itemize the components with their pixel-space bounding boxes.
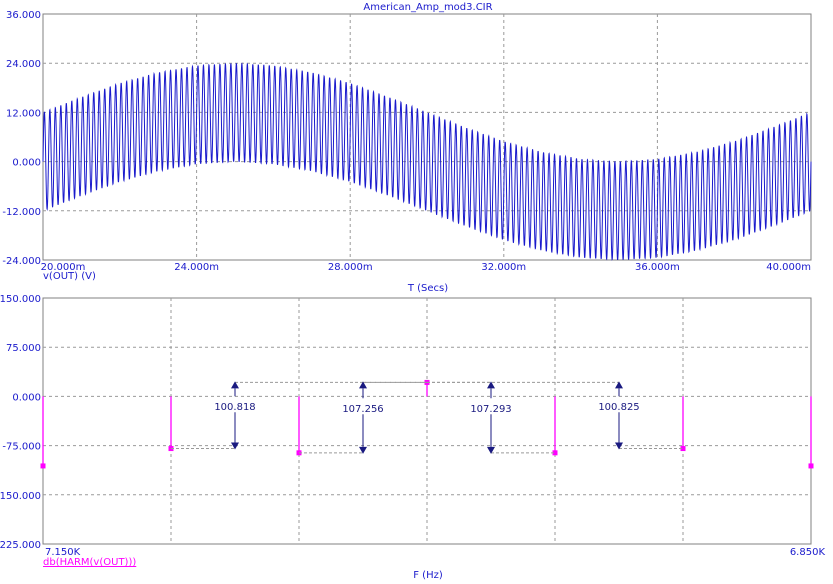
arrow-head-up — [487, 381, 495, 389]
time-domain-chart: American_Amp_mod3.CIR 36.000 24.000 12.000… — [2, 2, 812, 294]
chart-title: American_Amp_mod3.CIR — [363, 2, 492, 13]
difference-markers: 100.818 107.256 107.293 100.825 — [171, 381, 683, 454]
x-tick-label: 40.000m — [766, 262, 811, 273]
x-tick-label: 36.000m — [635, 262, 680, 273]
harmonic-point — [808, 463, 814, 469]
x-tick-labels: 20.000m 24.000m 28.000m 32.000m 36.000m 40.00… — [41, 262, 811, 273]
y-tick-label: -75.000 — [2, 442, 41, 453]
x-tick-label: 20.000m — [41, 262, 86, 273]
y-tick-labels: 150.000 75.000 0.000 -75.000 -150.000 -225.00… — [0, 294, 41, 551]
x-tick-label: 28.000m — [328, 262, 373, 273]
y-tick-label: 75.000 — [6, 343, 41, 354]
y-tick-label: 12.000 — [6, 108, 41, 119]
arrow-head-down — [487, 446, 495, 454]
grid — [43, 298, 811, 544]
harmonic-point — [40, 463, 46, 469]
arrow-head-down — [615, 442, 623, 450]
difference-label: 100.825 — [598, 402, 639, 413]
x-axis-label: F (Hz) — [413, 570, 443, 581]
arrow-head-up — [615, 381, 623, 389]
harmonics-chart: 150.000 75.000 0.000 -75.000 -150.000 -225.00… — [0, 294, 825, 581]
y-tick-label: -150.000 — [0, 491, 41, 502]
y-tick-labels: 36.000 24.000 12.000 0.000 -12.000 -24.000 — [2, 10, 41, 267]
difference-label: 100.818 — [214, 402, 255, 413]
harmonic-point — [680, 446, 686, 452]
series-line-vout — [42, 62, 812, 261]
y-tick-label: 36.000 — [6, 10, 41, 21]
arrow-head-up — [231, 381, 239, 389]
arrow-head-down — [231, 442, 239, 450]
difference-label: 107.256 — [342, 404, 383, 415]
x-tick-label: 6.850K — [790, 547, 826, 558]
y-axis-label: db(HARM(v(OUT))) — [43, 557, 136, 568]
y-tick-label: -24.000 — [2, 256, 41, 267]
x-tick-label: 7.150K — [45, 547, 81, 558]
harmonic-point — [552, 450, 558, 456]
y-axis-label: v(OUT) (V) — [43, 271, 96, 282]
arrow-head-up — [359, 381, 367, 389]
y-tick-label: 24.000 — [6, 59, 41, 70]
x-axis-label: T (Secs) — [407, 283, 448, 294]
y-tick-label: 150.000 — [0, 294, 41, 305]
difference-label: 107.293 — [470, 404, 511, 415]
x-tick-labels: 7.150K 6.850K — [45, 547, 825, 558]
y-tick-label: -225.000 — [0, 540, 41, 551]
x-tick-label: 24.000m — [174, 262, 219, 273]
x-tick-label: 32.000m — [481, 262, 526, 273]
y-tick-label: 0.000 — [12, 158, 41, 169]
y-tick-label: 0.000 — [12, 392, 41, 403]
arrow-head-down — [359, 446, 367, 454]
y-tick-label: -12.000 — [2, 207, 41, 218]
